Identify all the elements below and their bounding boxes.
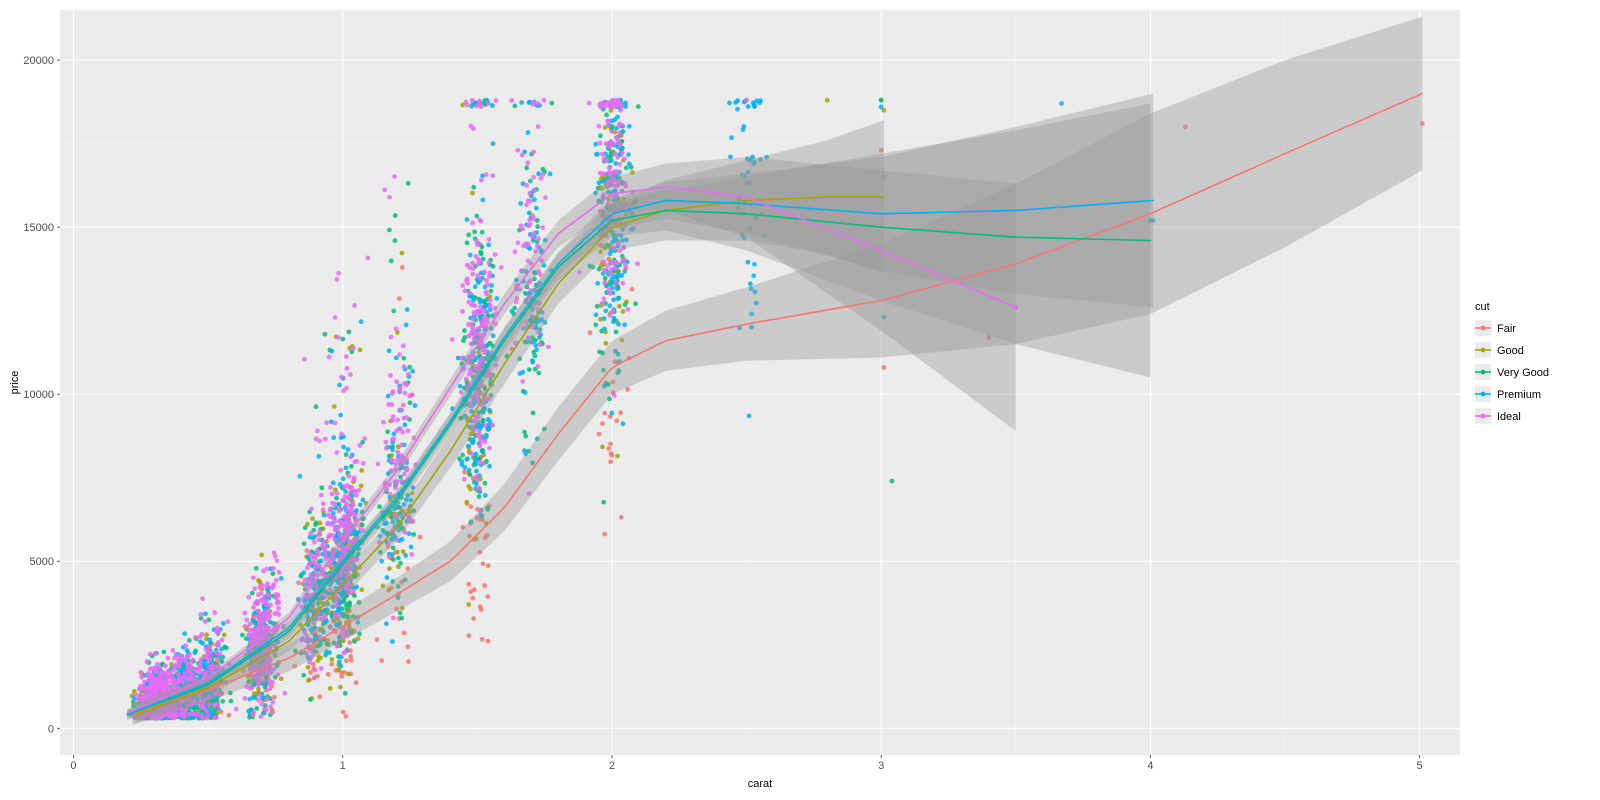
y-axis-label: price <box>9 371 21 395</box>
scatter-plot: 0 1 2 3 4 5 0 5000 10000 15000 20000 carat price cut F… <box>0 0 1600 800</box>
x-tick-label: 0 <box>70 760 76 772</box>
legend: cut Fair Good Very Good Premium Ideal <box>1475 301 1549 424</box>
x-tick-label: 2 <box>609 760 615 772</box>
legend-key-point <box>1481 392 1486 397</box>
y-tick-label: 0 <box>48 723 54 735</box>
legend-label: Good <box>1497 345 1524 357</box>
legend-label: Fair <box>1497 323 1516 335</box>
legend-key-point <box>1481 348 1486 353</box>
chart-container: 0 1 2 3 4 5 0 5000 10000 15000 20000 carat price cut F… <box>0 0 1600 800</box>
x-axis-label: carat <box>748 778 772 790</box>
legend-label: Very Good <box>1497 367 1549 379</box>
y-tick-label: 15000 <box>23 222 54 234</box>
legend-key-point <box>1481 326 1486 331</box>
legend-title: cut <box>1475 301 1490 313</box>
legend-label: Premium <box>1497 389 1541 401</box>
x-tick-label: 5 <box>1417 760 1423 772</box>
x-tick-label: 1 <box>340 760 346 772</box>
x-tick-label: 4 <box>1147 760 1153 772</box>
y-tick-label: 5000 <box>30 556 54 568</box>
legend-label: Ideal <box>1497 411 1521 423</box>
legend-key-point <box>1481 414 1486 419</box>
x-tick-label: 3 <box>878 760 884 772</box>
legend-key-point <box>1481 370 1486 375</box>
y-tick-label: 10000 <box>23 389 54 401</box>
y-tick-label: 20000 <box>23 55 54 67</box>
